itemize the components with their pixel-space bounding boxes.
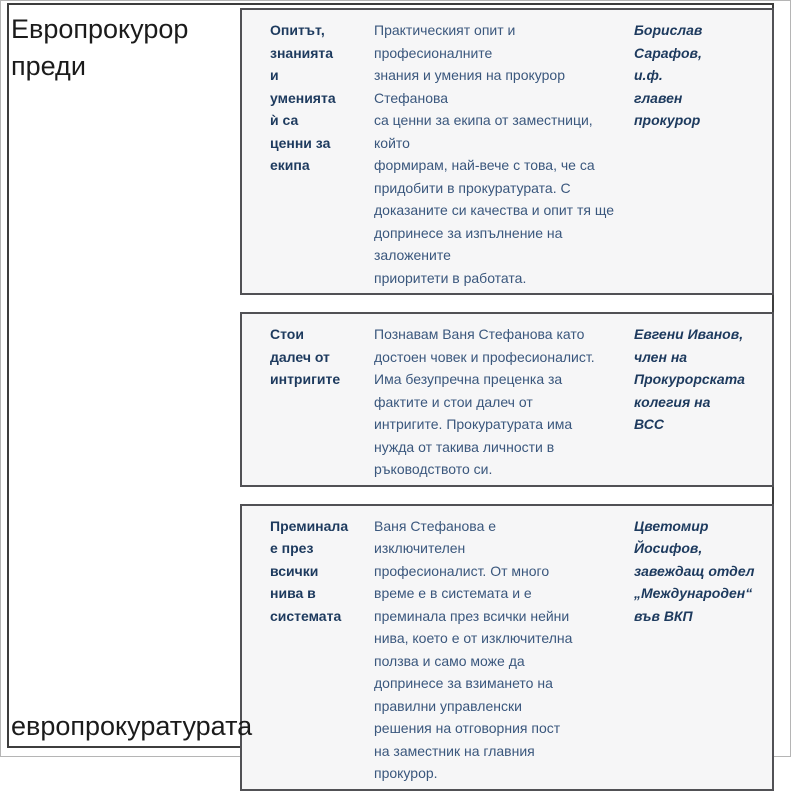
quote-text: Познавам Ваня Стефанова като достоен чов… (374, 326, 595, 477)
quote-cards-column: Опитът, знанията и уменията ѝ са ценни з… (240, 8, 774, 791)
quote-card-3: Преминала е през всички нива в системата… (240, 503, 774, 791)
quote-card-2: Стои далеч от интригите Познавам Ваня Ст… (240, 312, 774, 487)
headline-top: Европрокурор преди (11, 14, 189, 81)
quote-attribution: Борислав Сарафов, и.ф. главен прокурор (634, 22, 703, 128)
quote-text: Ваня Стефанова е изключителен професиона… (374, 517, 573, 782)
headline-bottom: европрокуратурата (11, 711, 253, 741)
quote-attribution: Цветомир Йосифов, завеждащ отдел „Междун… (634, 517, 755, 624)
quote-text: Практическият опит и професионалните зна… (374, 22, 615, 286)
quote-heading: Преминала е през всички нива в системата (270, 517, 349, 624)
quote-card-1: Опитът, знанията и уменията ѝ са ценни з… (240, 8, 774, 295)
quote-heading: Стои далеч от интригите (270, 326, 341, 387)
quote-heading: Опитът, знанията и уменията ѝ са ценни з… (270, 22, 336, 173)
quote-attribution: Евгени Иванов, член на Прокурорската кол… (634, 326, 745, 432)
article-container: Европрокурор преди Опитът, знанията и ум… (7, 3, 774, 791)
